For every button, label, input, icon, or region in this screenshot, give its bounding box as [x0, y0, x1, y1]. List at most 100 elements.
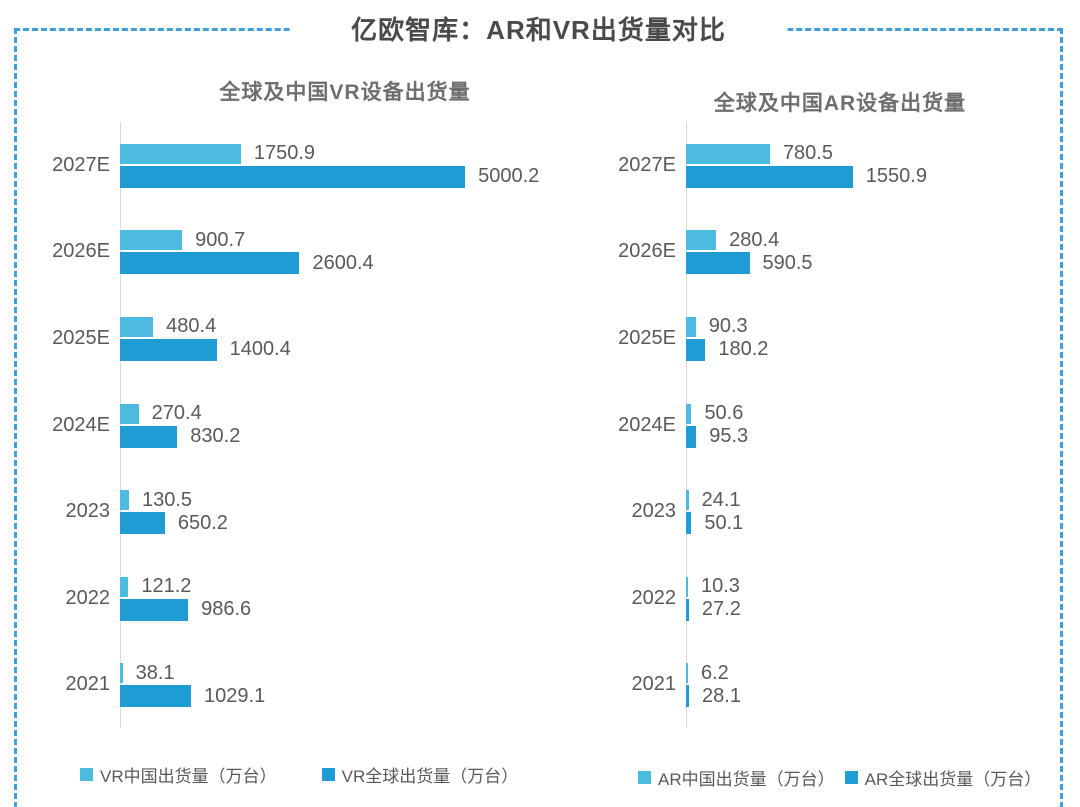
chart-row: 2026E 280.4 590.5: [598, 209, 1056, 296]
year-label: 2025E: [618, 326, 676, 349]
global-bar-line: 650.2: [120, 512, 570, 535]
china-bar-line: 6.2: [686, 662, 1056, 685]
global-bar: [686, 598, 689, 621]
china-bar-line: 280.4: [686, 229, 1056, 252]
china-bar-line: 780.5: [686, 142, 1056, 165]
bar-pair: 38.1 1029.1: [120, 662, 570, 708]
year-label: 2026E: [618, 240, 676, 263]
china-bar: [120, 403, 139, 424]
bar-pair: 10.3 27.2: [686, 575, 1056, 621]
global-bar: [686, 512, 692, 535]
legend-swatch-china: [638, 771, 651, 784]
legend-item-global: VR全球出货量（万台）: [321, 762, 519, 787]
china-bar: [686, 403, 692, 424]
global-bar: [686, 685, 690, 708]
ar-chart-rows: 2027E 780.5 1550.9 2026E 280.4 590.5 2025E 90.3…: [598, 122, 1056, 728]
china-bar: [686, 576, 688, 597]
china-bar-line: 900.7: [120, 229, 570, 252]
chart-row: 2023 130.5 650.2: [30, 468, 570, 555]
bar-pair: 1750.9 5000.2: [120, 142, 570, 188]
china-bar-value: 270.4: [151, 402, 202, 425]
chart-row: 2021 38.1 1029.1: [30, 641, 570, 728]
global-bar-line: 1029.1: [120, 685, 570, 708]
global-bar-value: 1029.1: [204, 684, 266, 707]
global-bar: [120, 685, 192, 708]
global-bar-value: 1400.4: [229, 338, 291, 361]
global-bar-value: 50.1: [704, 511, 744, 534]
global-bar: [120, 425, 178, 448]
china-bar: [120, 576, 129, 597]
legend-item-china: VR中国出货量（万台）: [80, 762, 277, 787]
global-bar-value: 27.2: [701, 598, 741, 621]
global-bar: [120, 512, 165, 535]
year-label: 2026E: [52, 240, 110, 263]
legend-label: AR全球出货量（万台）: [864, 770, 1042, 789]
global-bar-line: 830.2: [120, 425, 570, 448]
legend-item-china: AR中国出货量（万台）: [638, 765, 835, 790]
china-bar-value: 6.2: [701, 661, 729, 684]
global-bar-line: 1550.9: [686, 165, 1056, 188]
china-bar: [120, 230, 183, 251]
legend-label: AR中国出货量（万台）: [658, 770, 835, 789]
china-bar-line: 24.1: [686, 489, 1056, 512]
china-bar: [686, 143, 770, 164]
global-bar: [686, 338, 706, 361]
global-bar-value: 95.3: [709, 425, 749, 448]
bar-pair: 90.3 180.2: [686, 315, 1056, 361]
legend-item-global: AR全球出货量（万台）: [844, 765, 1042, 790]
china-bar-line: 270.4: [120, 402, 570, 425]
year-label: 2023: [631, 500, 677, 523]
bar-pair: 50.6 95.3: [686, 402, 1056, 448]
chart-row: 2022 10.3 27.2: [598, 555, 1056, 642]
global-bar-line: 590.5: [686, 252, 1056, 275]
china-bar-line: 90.3: [686, 315, 1056, 338]
page-title: 亿欧智库：AR和VR出货量对比: [289, 7, 788, 53]
china-bar: [120, 143, 241, 164]
chart-row: 2023 24.1 50.1: [598, 468, 1056, 555]
bar-pair: 280.4 590.5: [686, 229, 1056, 275]
china-bar-value: 130.5: [142, 488, 193, 511]
bar-pair: 270.4 830.2: [120, 402, 570, 448]
legend-label: VR中国出货量（万台）: [100, 767, 277, 786]
chart-row: 2027E 780.5 1550.9: [598, 122, 1056, 209]
chart-row: 2022 121.2 986.6: [30, 555, 570, 642]
global-bar-value: 830.2: [190, 425, 241, 448]
china-bar-line: 130.5: [120, 489, 570, 512]
chart-row: 2021 6.2 28.1: [598, 641, 1056, 728]
ar-chart-legend: AR中国出货量（万台） AR全球出货量（万台）: [638, 765, 1041, 790]
year-label: 2023: [65, 500, 111, 523]
legend-label: VR全球出货量（万台）: [341, 767, 519, 786]
year-label: 2021: [631, 673, 677, 696]
global-bar: [686, 252, 750, 275]
chart-row: 2024E 50.6 95.3: [598, 382, 1056, 469]
vr-chart-title: 全球及中国VR设备出货量: [219, 81, 471, 104]
legend-swatch-global: [321, 768, 335, 781]
china-bar-value: 480.4: [166, 315, 217, 338]
legend-swatch-global: [844, 771, 858, 784]
china-bar-line: 480.4: [120, 315, 570, 338]
global-bar-line: 180.2: [686, 338, 1056, 361]
global-bar-line: 50.1: [686, 512, 1056, 535]
legend-swatch-china: [80, 768, 93, 781]
global-bar-value: 2600.4: [312, 251, 374, 274]
year-label: 2025E: [52, 326, 110, 349]
year-label: 2024E: [52, 413, 110, 436]
vr-axis-line: [120, 122, 121, 728]
global-bar: [120, 165, 466, 188]
global-bar-value: 5000.2: [478, 165, 540, 188]
bar-pair: 780.5 1550.9: [686, 142, 1056, 188]
chart-row: 2024E 270.4 830.2: [30, 382, 570, 469]
global-bar: [686, 165, 853, 188]
global-bar-line: 95.3: [686, 425, 1056, 448]
global-bar-value: 590.5: [762, 251, 813, 274]
china-bar-value: 38.1: [135, 661, 175, 684]
china-bar-value: 900.7: [195, 228, 246, 251]
chart-row: 2026E 900.7 2600.4: [30, 209, 570, 296]
global-bar-value: 28.1: [702, 684, 741, 707]
ar-chart-title: 全球及中国AR设备出货量: [713, 92, 967, 115]
bar-pair: 6.2 28.1: [686, 662, 1056, 708]
bar-pair: 480.4 1400.4: [120, 315, 570, 361]
china-bar-value: 780.5: [782, 142, 833, 165]
year-label: 2022: [65, 586, 111, 609]
global-bar-line: 986.6: [120, 598, 570, 621]
